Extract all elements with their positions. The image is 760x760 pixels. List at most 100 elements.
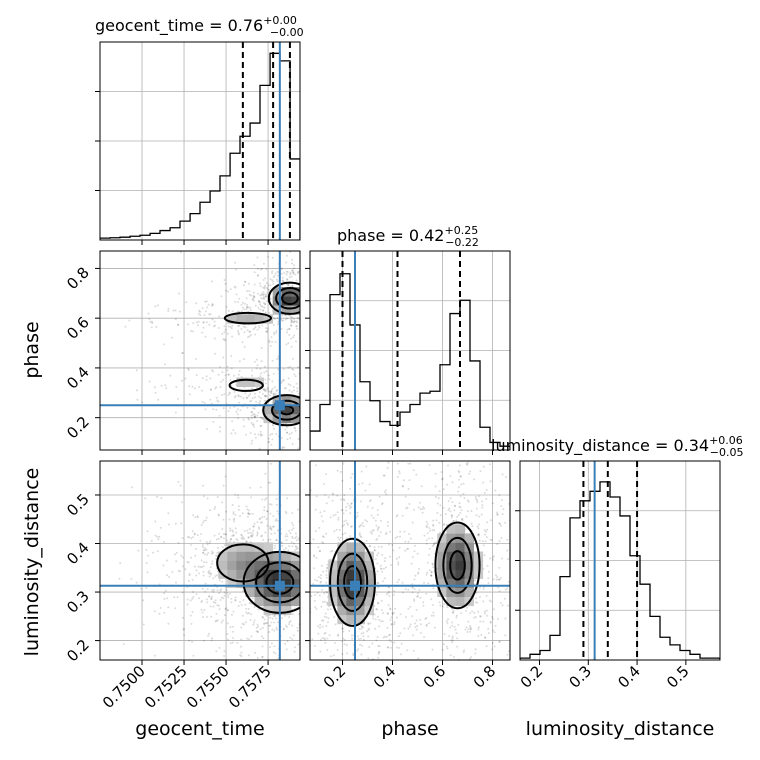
sample-point xyxy=(295,279,298,282)
sample-point xyxy=(264,302,267,305)
sample-point xyxy=(461,518,464,520)
sample-point xyxy=(210,552,213,555)
sample-point xyxy=(331,288,333,290)
density-cell xyxy=(245,569,255,579)
sample-point xyxy=(332,285,334,287)
sample-point xyxy=(187,323,189,326)
sample-point xyxy=(414,574,417,577)
sample-point xyxy=(432,614,435,617)
sample-point xyxy=(375,539,378,542)
sample-point xyxy=(314,536,316,538)
sample-point xyxy=(362,638,365,641)
sample-point xyxy=(286,535,289,538)
sample-point xyxy=(484,533,486,536)
sample-point xyxy=(212,370,215,373)
sample-point xyxy=(447,509,450,511)
sample-point xyxy=(433,529,436,532)
sample-point xyxy=(477,533,480,536)
sample-point xyxy=(499,577,502,579)
sample-point xyxy=(331,541,333,543)
sample-point xyxy=(467,628,470,631)
sample-point xyxy=(266,622,269,625)
sample-point xyxy=(251,532,254,535)
sample-point xyxy=(294,684,296,686)
sample-point xyxy=(360,524,363,527)
density-cell xyxy=(437,560,447,570)
sample-point xyxy=(301,548,303,550)
sample-point xyxy=(262,296,265,299)
sample-point xyxy=(331,409,333,411)
sample-point xyxy=(305,524,307,526)
sample-point xyxy=(322,293,324,295)
sample-point xyxy=(256,531,259,534)
sample-point xyxy=(329,522,331,524)
sample-point xyxy=(409,605,412,608)
sample-point xyxy=(216,604,219,607)
sample-point xyxy=(272,282,275,285)
sample-point xyxy=(217,327,220,329)
sample-point xyxy=(290,320,293,323)
sample-point xyxy=(488,734,490,736)
sample-point xyxy=(401,514,404,517)
sample-point xyxy=(294,680,296,682)
sample-point xyxy=(331,418,333,420)
sample-point xyxy=(491,648,494,651)
sample-point xyxy=(246,612,249,615)
sample-point xyxy=(442,523,445,526)
sample-point xyxy=(260,416,262,419)
sample-point xyxy=(357,302,359,304)
sample-point xyxy=(442,488,445,491)
sample-point xyxy=(317,313,319,315)
sample-point xyxy=(284,661,286,663)
sample-point xyxy=(284,387,287,389)
sample-point xyxy=(197,565,200,568)
sample-point xyxy=(464,628,467,631)
sample-point xyxy=(202,574,205,577)
x-tick-label: 0.2 xyxy=(320,662,350,692)
sample-point xyxy=(273,317,276,320)
sample-point xyxy=(322,619,325,622)
sample-point xyxy=(216,589,219,592)
sample-point xyxy=(320,574,322,577)
x-tick-label: 0.8 xyxy=(470,662,500,692)
sample-point xyxy=(368,500,371,503)
sample-point xyxy=(227,394,230,396)
sample-point xyxy=(303,618,305,620)
sample-point xyxy=(311,425,313,427)
sample-point xyxy=(400,653,402,656)
sample-point xyxy=(275,645,277,647)
sample-point xyxy=(311,516,313,518)
sample-point xyxy=(500,537,503,540)
sample-point xyxy=(506,587,509,590)
sample-point xyxy=(374,549,376,552)
sample-point xyxy=(327,333,329,335)
sample-point xyxy=(498,641,501,644)
density-cell xyxy=(236,569,246,579)
sample-point xyxy=(298,687,300,689)
sample-point xyxy=(384,533,387,536)
sample-point xyxy=(294,628,296,630)
sample-point xyxy=(167,622,170,625)
sample-point xyxy=(253,415,256,417)
sample-point xyxy=(239,409,242,412)
sample-point xyxy=(325,569,328,572)
sample-point xyxy=(262,279,265,281)
sample-point xyxy=(210,662,212,664)
density-cell xyxy=(263,314,274,324)
sample-point xyxy=(310,669,312,671)
contour-level-0 xyxy=(228,378,264,392)
sample-point xyxy=(296,547,299,549)
sample-point xyxy=(314,548,316,550)
sample-point xyxy=(387,551,389,553)
sample-point xyxy=(434,496,437,498)
sample-point xyxy=(453,656,455,658)
sample-point xyxy=(321,619,324,622)
sample-point xyxy=(275,539,278,542)
sample-point xyxy=(229,592,231,595)
sample-point xyxy=(321,535,324,538)
sample-point xyxy=(300,615,302,617)
sample-point xyxy=(293,650,296,653)
sample-point xyxy=(263,297,266,300)
sample-point xyxy=(425,520,428,523)
sample-point xyxy=(275,278,278,281)
